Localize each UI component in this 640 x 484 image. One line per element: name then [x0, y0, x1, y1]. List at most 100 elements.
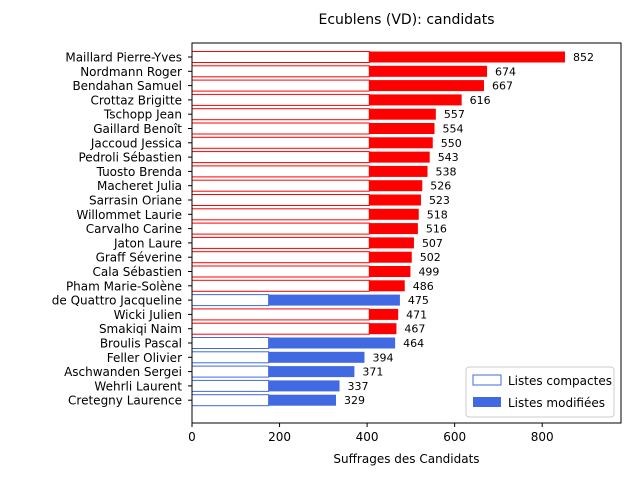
y-tick-label: Pedroli Sébastien [78, 151, 182, 165]
bar-compact [191, 365, 270, 378]
bar-modified [268, 294, 400, 306]
legend-label-compact: Listes compactes [508, 374, 612, 388]
bar-modified [268, 366, 355, 378]
x-tick-label: 0 [188, 430, 196, 444]
y-tick-label: Tuosto Brenda [96, 165, 182, 179]
bar-compact [191, 337, 270, 349]
y-tick-label: Maillard Pierre-Yves [65, 51, 182, 65]
bar-modified [369, 137, 433, 149]
bar-modified [369, 80, 484, 92]
bar-compact [191, 179, 370, 192]
y-tick-label: Bendahan Samuel [72, 79, 182, 93]
value-label: 329 [344, 394, 365, 407]
value-label: 394 [372, 351, 393, 364]
bar-compact [191, 351, 270, 364]
value-label: 518 [427, 208, 448, 221]
bar-compact [191, 251, 370, 264]
bar-modified [369, 65, 488, 77]
value-label: 667 [492, 80, 513, 93]
bar-modified [369, 323, 397, 335]
chart-title: Ecublens (VD): candidats [318, 12, 494, 28]
bar-modified [268, 351, 365, 363]
value-label: 554 [443, 123, 464, 136]
value-label: 674 [495, 65, 516, 78]
bar-compact [191, 194, 370, 206]
value-label: 550 [441, 137, 462, 150]
bar-modified [369, 237, 414, 249]
legend-label-modified: Listes modifiées [508, 396, 605, 410]
bar-compact [191, 79, 370, 92]
y-tick-label: Crottaz Brigitte [90, 93, 182, 107]
x-tick-label: 600 [443, 430, 466, 444]
bar-modified [369, 266, 411, 277]
y-tick-label: Jaccoud Jessica [90, 136, 182, 150]
bar-compact [191, 222, 370, 235]
value-labels: 8526746676165575545505435385265235185165… [344, 51, 594, 407]
bar-modified [369, 280, 405, 292]
value-label: 538 [436, 165, 457, 178]
value-label: 516 [426, 223, 447, 236]
bar-modified [268, 394, 337, 406]
x-axis-ticks: 0 200 400 600 800 [188, 423, 554, 444]
legend-box [465, 366, 615, 418]
value-label: 464 [403, 337, 424, 350]
value-label: 507 [422, 237, 443, 250]
y-tick-label: Tschopp Jean [103, 108, 182, 122]
y-tick-label: Carvalho Carine [86, 222, 182, 236]
bar-modified [369, 251, 412, 263]
y-tick-label: Aschwanden Sergei [64, 365, 182, 379]
bar-compact [191, 308, 370, 321]
x-axis-label: Suffrages des Candidats [333, 452, 479, 466]
y-tick-label: Wehrli Laurent [94, 379, 182, 393]
y-tick-label: Macheret Julia [97, 179, 182, 193]
value-label: 475 [408, 294, 429, 307]
y-tick-label: Cala Sébastien [93, 265, 182, 279]
value-label: 499 [418, 266, 439, 279]
bar-compact [191, 65, 370, 78]
y-tick-label: Graff Séverine [96, 251, 182, 265]
value-label: 616 [470, 94, 491, 107]
legend-swatch-compact [472, 374, 502, 386]
value-label: 543 [438, 151, 459, 164]
value-label: 852 [573, 51, 594, 64]
bar-compact [191, 294, 270, 307]
legend-swatch-modified [473, 397, 501, 407]
bar-compact [191, 165, 370, 178]
bar-compact [191, 151, 370, 164]
bar-modified [369, 194, 421, 206]
value-label: 526 [430, 180, 451, 193]
bar-compact [191, 208, 370, 221]
y-tick-label: Wicki Julien [114, 308, 182, 322]
y-tick-label: de Quattro Jacqueline [52, 294, 182, 308]
bar-modified [369, 51, 565, 63]
y-tick-label: Cretegny Laurence [68, 394, 182, 408]
y-tick-label: Jaton Laure [113, 236, 182, 250]
value-label: 523 [429, 194, 450, 207]
bar-compact [191, 108, 370, 121]
bar-compact [191, 93, 370, 106]
bar-modified [369, 94, 462, 106]
bar-compact [191, 279, 370, 292]
bar-modified [369, 165, 428, 177]
y-tick-label: Gaillard Benoît [93, 122, 182, 136]
bar-modified [268, 380, 340, 392]
bar-compact [191, 265, 370, 278]
bar-modified [369, 308, 399, 320]
bar-compact [191, 236, 370, 249]
plot-frame [191, 42, 622, 424]
bar-compact [191, 394, 270, 407]
value-label: 467 [404, 323, 425, 336]
y-tick-label: Nordmann Roger [80, 65, 182, 79]
value-label: 337 [348, 380, 369, 393]
x-tick-label: 400 [356, 430, 379, 444]
bar-modified [369, 123, 435, 134]
value-label: 502 [420, 251, 441, 264]
bar-compact [191, 379, 270, 392]
bar-modified [369, 223, 418, 235]
bar-compact [191, 322, 370, 335]
bar-compact [191, 136, 370, 149]
y-tick-label: Sarrasin Oriane [89, 194, 182, 208]
bar-modified [369, 151, 430, 163]
